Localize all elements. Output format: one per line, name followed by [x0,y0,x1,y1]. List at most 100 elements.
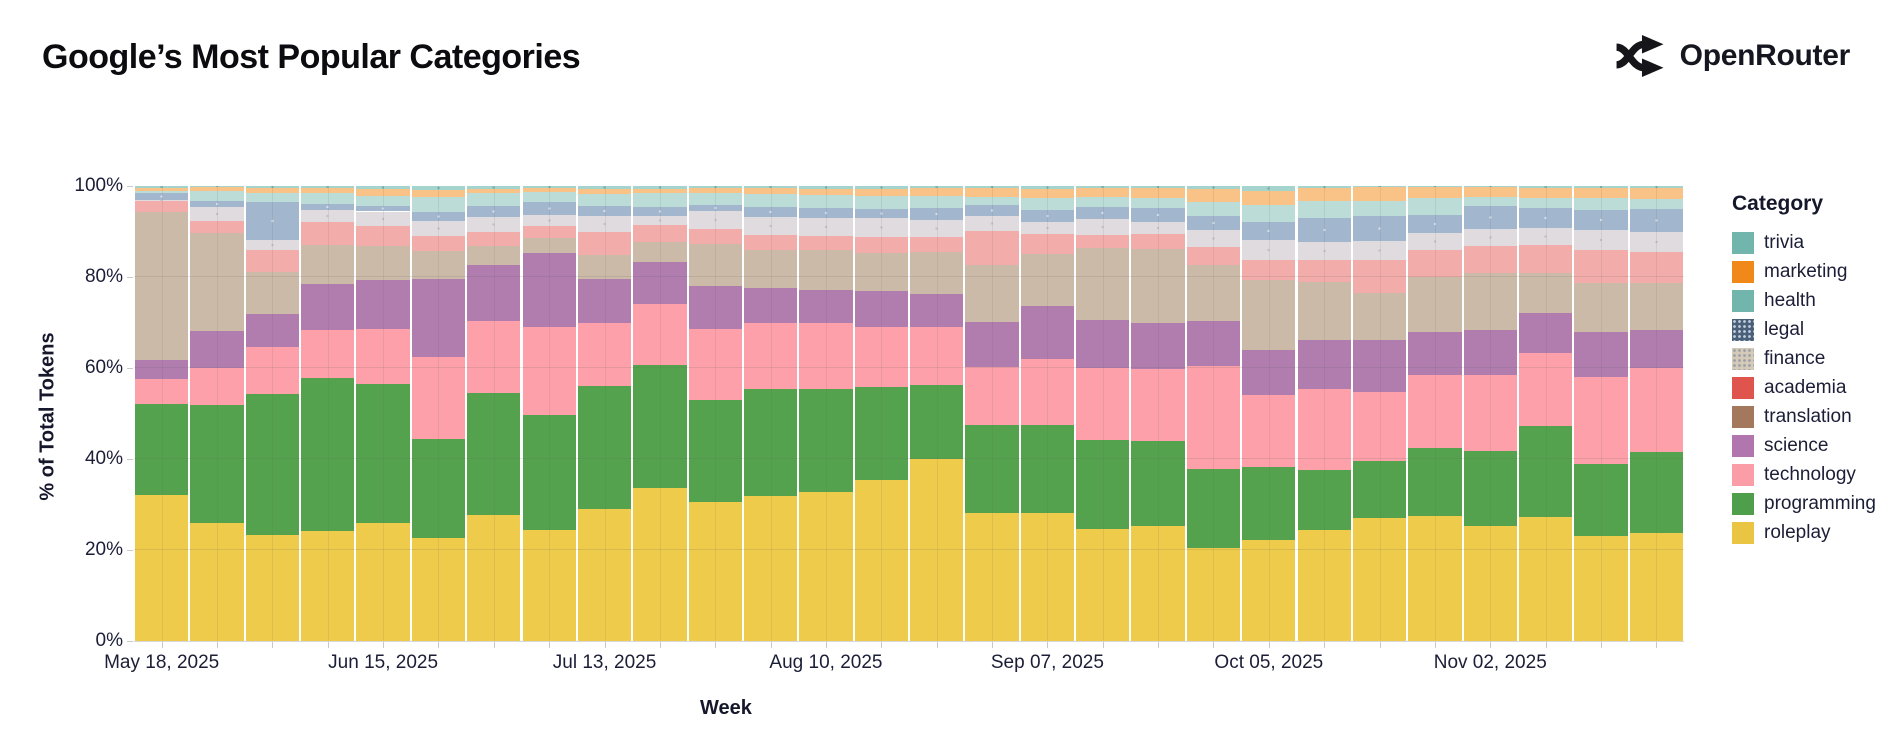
bar-segment-marketing[interactable] [1408,187,1462,199]
bar-segment-translation[interactable] [1463,273,1517,331]
bar-segment-roleplay[interactable] [411,538,466,641]
bar-segment-marketing[interactable] [1297,188,1351,202]
bar-week-nov-09-2025[interactable] [1518,186,1573,641]
bar-segment-science[interactable] [1297,339,1351,390]
bar-segment-trivia[interactable] [910,186,964,189]
bar-segment-academia[interactable] [1020,233,1075,254]
bar-segment-trivia[interactable] [1352,186,1407,188]
bar-segment-science[interactable] [301,283,355,330]
bar-segment-technology[interactable] [1076,368,1130,441]
bar-segment-translation[interactable] [1076,247,1130,320]
bar-segment-marketing[interactable] [1463,187,1517,197]
bar-segment-legal[interactable] [1352,216,1407,241]
bar-segment-roleplay[interactable] [245,535,300,641]
bar-segment-legal[interactable] [633,207,687,216]
bar-segment-trivia[interactable] [854,186,908,190]
bar-segment-health[interactable] [577,194,632,207]
bar-segment-translation[interactable] [688,243,742,286]
bar-segment-finance[interactable] [1463,228,1517,246]
bar-segment-translation[interactable] [1186,264,1241,321]
bar-segment-science[interactable] [411,278,466,357]
bar-segment-programming[interactable] [522,414,576,530]
bar-segment-finance[interactable] [356,211,410,227]
bar-segment-technology[interactable] [1297,389,1351,470]
bar-segment-programming[interactable] [1186,469,1241,549]
bar-week-aug-10-2025[interactable] [799,186,853,641]
bar-segment-science[interactable] [854,291,908,327]
bar-segment-translation[interactable] [577,254,632,279]
bar-segment-programming[interactable] [965,424,1019,514]
bar-segment-marketing[interactable] [1186,189,1241,202]
bar-segment-finance[interactable] [245,240,300,251]
bar-segment-finance[interactable] [743,216,798,235]
bar-segment-finance[interactable] [411,221,466,236]
bar-segment-programming[interactable] [356,384,410,524]
bar-segment-science[interactable] [356,280,410,330]
bar-segment-finance[interactable] [467,216,521,232]
bar-segment-science[interactable] [688,285,742,329]
legend-item-trivia[interactable]: trivia [1732,232,1877,254]
bar-segment-legal[interactable] [1131,208,1185,222]
bar-segment-health[interactable] [1629,199,1683,210]
bar-segment-translation[interactable] [1629,282,1683,331]
bar-segment-marketing[interactable] [799,188,853,196]
bar-segment-technology[interactable] [1408,374,1462,448]
bar-segment-marketing[interactable] [577,188,632,195]
bar-segment-finance[interactable] [522,215,576,227]
bar-week-jun-15-2025[interactable] [356,186,410,641]
bar-segment-health[interactable] [1518,198,1573,209]
bar-segment-trivia[interactable] [799,186,853,189]
bar-segment-programming[interactable] [577,386,632,510]
bar-segment-legal[interactable] [135,192,189,201]
bar-week-nov-23-2025[interactable] [1629,186,1683,641]
bar-week-jul-27-2025[interactable] [688,186,742,641]
bar-segment-academia[interactable] [522,226,576,239]
bar-segment-finance[interactable] [190,206,244,222]
bar-segment-health[interactable] [245,192,300,202]
bar-segment-programming[interactable] [1076,440,1130,530]
bar-segment-marketing[interactable] [522,187,576,192]
bar-segment-translation[interactable] [301,244,355,284]
bar-segment-legal[interactable] [688,204,742,212]
bar-segment-science[interactable] [522,253,576,327]
bar-segment-health[interactable] [356,196,410,207]
bar-segment-science[interactable] [910,293,964,327]
bar-segment-roleplay[interactable] [1076,529,1130,641]
bar-segment-finance[interactable] [1408,233,1462,251]
bar-segment-marketing[interactable] [743,188,798,195]
bar-segment-technology[interactable] [522,326,576,415]
bar-segment-legal[interactable] [1463,206,1517,229]
bar-week-oct-12-2025[interactable] [1297,186,1351,641]
bar-segment-translation[interactable] [1242,279,1296,350]
bar-segment-marketing[interactable] [1020,188,1075,199]
bar-segment-translation[interactable] [135,211,189,360]
bar-segment-trivia[interactable] [1463,186,1517,188]
bar-segment-health[interactable] [1352,200,1407,217]
bar-segment-legal[interactable] [522,201,576,216]
bar-segment-translation[interactable] [245,271,300,314]
bar-segment-finance[interactable] [965,216,1019,231]
bar-segment-academia[interactable] [356,226,410,247]
bar-segment-legal[interactable] [301,204,355,211]
bar-segment-health[interactable] [633,193,687,208]
bar-segment-health[interactable] [965,196,1019,206]
bar-segment-science[interactable] [1076,319,1130,369]
bar-segment-technology[interactable] [1629,368,1683,452]
bar-segment-translation[interactable] [1408,276,1462,332]
bar-segment-roleplay[interactable] [1297,529,1351,641]
bar-week-oct-05-2025[interactable] [1242,186,1296,641]
bar-week-jul-20-2025[interactable] [633,186,687,641]
bar-segment-translation[interactable] [965,264,1019,322]
bar-segment-health[interactable] [411,197,466,212]
bar-segment-science[interactable] [1242,349,1296,395]
bar-segment-health[interactable] [1574,198,1628,211]
bar-segment-roleplay[interactable] [135,495,189,641]
bar-segment-finance[interactable] [1629,231,1683,252]
bar-segment-science[interactable] [965,321,1019,367]
bar-segment-legal[interactable] [190,200,244,207]
bar-segment-roleplay[interactable] [1242,539,1296,641]
bar-segment-programming[interactable] [910,385,964,459]
bar-segment-science[interactable] [135,359,189,380]
bar-segment-finance[interactable] [633,216,687,226]
bar-week-aug-17-2025[interactable] [854,186,908,641]
